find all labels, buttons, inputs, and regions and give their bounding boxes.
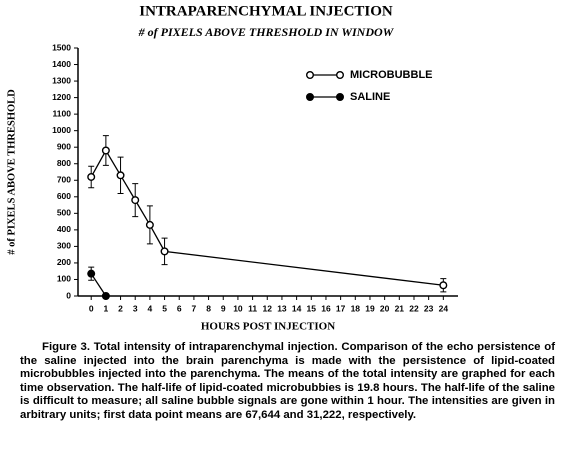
x-tick-label: 8: [206, 303, 211, 313]
x-tick-label: 7: [192, 303, 197, 313]
y-tick-label: 1100: [53, 108, 72, 118]
y-tick-label: 100: [57, 274, 71, 284]
x-axis-label: HOURS POST INJECTION: [201, 321, 335, 333]
x-tick-label: 10: [233, 303, 243, 313]
y-tick-label: 1500: [52, 42, 71, 52]
y-tick-label: 700: [57, 175, 71, 185]
x-tick-label: 6: [177, 303, 182, 313]
x-tick-label: 14: [292, 303, 302, 313]
x-tick-label: 11: [248, 303, 257, 313]
x-tick-label: 5: [162, 303, 167, 313]
x-tick-label: 1: [104, 303, 109, 313]
x-tick-label: 12: [263, 303, 273, 313]
y-tick-label: 0: [66, 290, 71, 300]
data-point: [160, 247, 169, 256]
x-tick-label: 13: [277, 303, 287, 313]
data-point: [145, 220, 154, 229]
y-tick-label: 1300: [52, 75, 71, 85]
x-tick-label: 2: [118, 303, 123, 313]
y-tick-label: 400: [57, 224, 71, 234]
y-tick-label: 900: [57, 141, 71, 151]
data-point: [101, 146, 110, 155]
chart-title: INTRAPARENCHYMAL INJECTION: [139, 3, 393, 19]
data-point: [116, 171, 125, 180]
x-tick-label: 21: [395, 303, 405, 313]
y-tick-label: 200: [57, 257, 71, 267]
data-point: [131, 196, 140, 205]
legend-marker: [336, 70, 345, 79]
y-tick-label: 300: [57, 241, 71, 251]
data-point: [439, 281, 448, 290]
x-tick-label: 17: [336, 303, 346, 313]
x-tick-label: 4: [148, 303, 153, 313]
legend-label: MICROBUBBLE: [350, 69, 433, 81]
y-axis-label: # of PIXELS ABOVE THRESHOLD: [6, 89, 17, 255]
x-tick-label: 0: [89, 303, 94, 313]
x-tick-label: 23: [424, 303, 434, 313]
x-tick-label: 22: [409, 303, 419, 313]
x-tick-label: 15: [307, 303, 317, 313]
legend-marker: [306, 70, 315, 79]
x-tick-label: 16: [321, 303, 331, 313]
x-tick-label: 3: [133, 303, 138, 313]
x-tick-label: 9: [221, 303, 226, 313]
x-tick-label: 19: [365, 303, 375, 313]
chart-subtitle: # of PIXELS ABOVE THRESHOLD IN WINDOW: [138, 25, 395, 39]
y-tick-label: 500: [57, 208, 71, 218]
data-point: [101, 292, 110, 301]
legend-label: SALINE: [350, 91, 390, 103]
y-tick-label: 600: [57, 191, 71, 201]
x-tick-label: 18: [351, 303, 361, 313]
legend-marker: [306, 92, 315, 101]
x-tick-label: 20: [380, 303, 390, 313]
y-tick-label: 1400: [52, 59, 71, 69]
figure-caption: Figure 3. Total intensity of intraparenc…: [20, 341, 555, 421]
series-line: [90, 273, 107, 297]
x-tick-label: 24: [439, 303, 449, 313]
legend-marker: [336, 92, 345, 101]
y-tick-label: 1200: [52, 92, 71, 102]
y-tick-label: 800: [57, 158, 71, 168]
data-point: [87, 269, 96, 278]
series-line: [90, 149, 444, 286]
y-tick-label: 1000: [52, 125, 71, 135]
data-point: [87, 172, 96, 181]
chart: INTRAPARENCHYMAL INJECTION # of PIXELS A…: [6, 3, 458, 333]
